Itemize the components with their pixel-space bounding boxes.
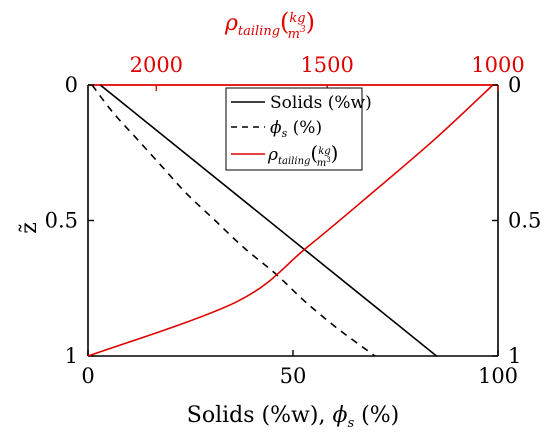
- legend-label-solids: Solids (%w): [270, 93, 372, 113]
- series-rho-line: [87, 84, 494, 357]
- series-phis-line: [91, 84, 376, 357]
- y-tick-label-right: 1: [508, 344, 521, 368]
- y-axis-label: z̃: [17, 222, 42, 234]
- x-tick-label: 50: [280, 364, 307, 388]
- y-tick-label-right: 0: [508, 73, 521, 97]
- series-layer: [87, 84, 494, 357]
- x-tick-label: 0: [81, 364, 94, 388]
- top-axis-label: ρtailing(kg m3): [224, 8, 315, 42]
- legend: Solids (%w) ϕs (%) ρtailing(kg m3): [225, 87, 372, 171]
- top-tick-label: 1000: [471, 53, 524, 77]
- x-tick-label: 100: [478, 364, 518, 388]
- legend-label-rho: ρtailing(kg m3): [267, 141, 338, 169]
- top-tick-label: 2000: [130, 53, 183, 77]
- y-tick-label-left: 0: [65, 73, 78, 97]
- series-solids-line: [99, 84, 438, 357]
- x-axis-label: Solids (%w), ϕs (%): [187, 403, 399, 431]
- legend-label-phis: ϕs (%): [270, 118, 322, 140]
- top-tick-label: 1500: [300, 53, 353, 77]
- y-tick-label-left: 1: [65, 344, 78, 368]
- y-tick-label-right: 0.5: [508, 209, 541, 233]
- y-tick-label-left: 0.5: [45, 209, 78, 233]
